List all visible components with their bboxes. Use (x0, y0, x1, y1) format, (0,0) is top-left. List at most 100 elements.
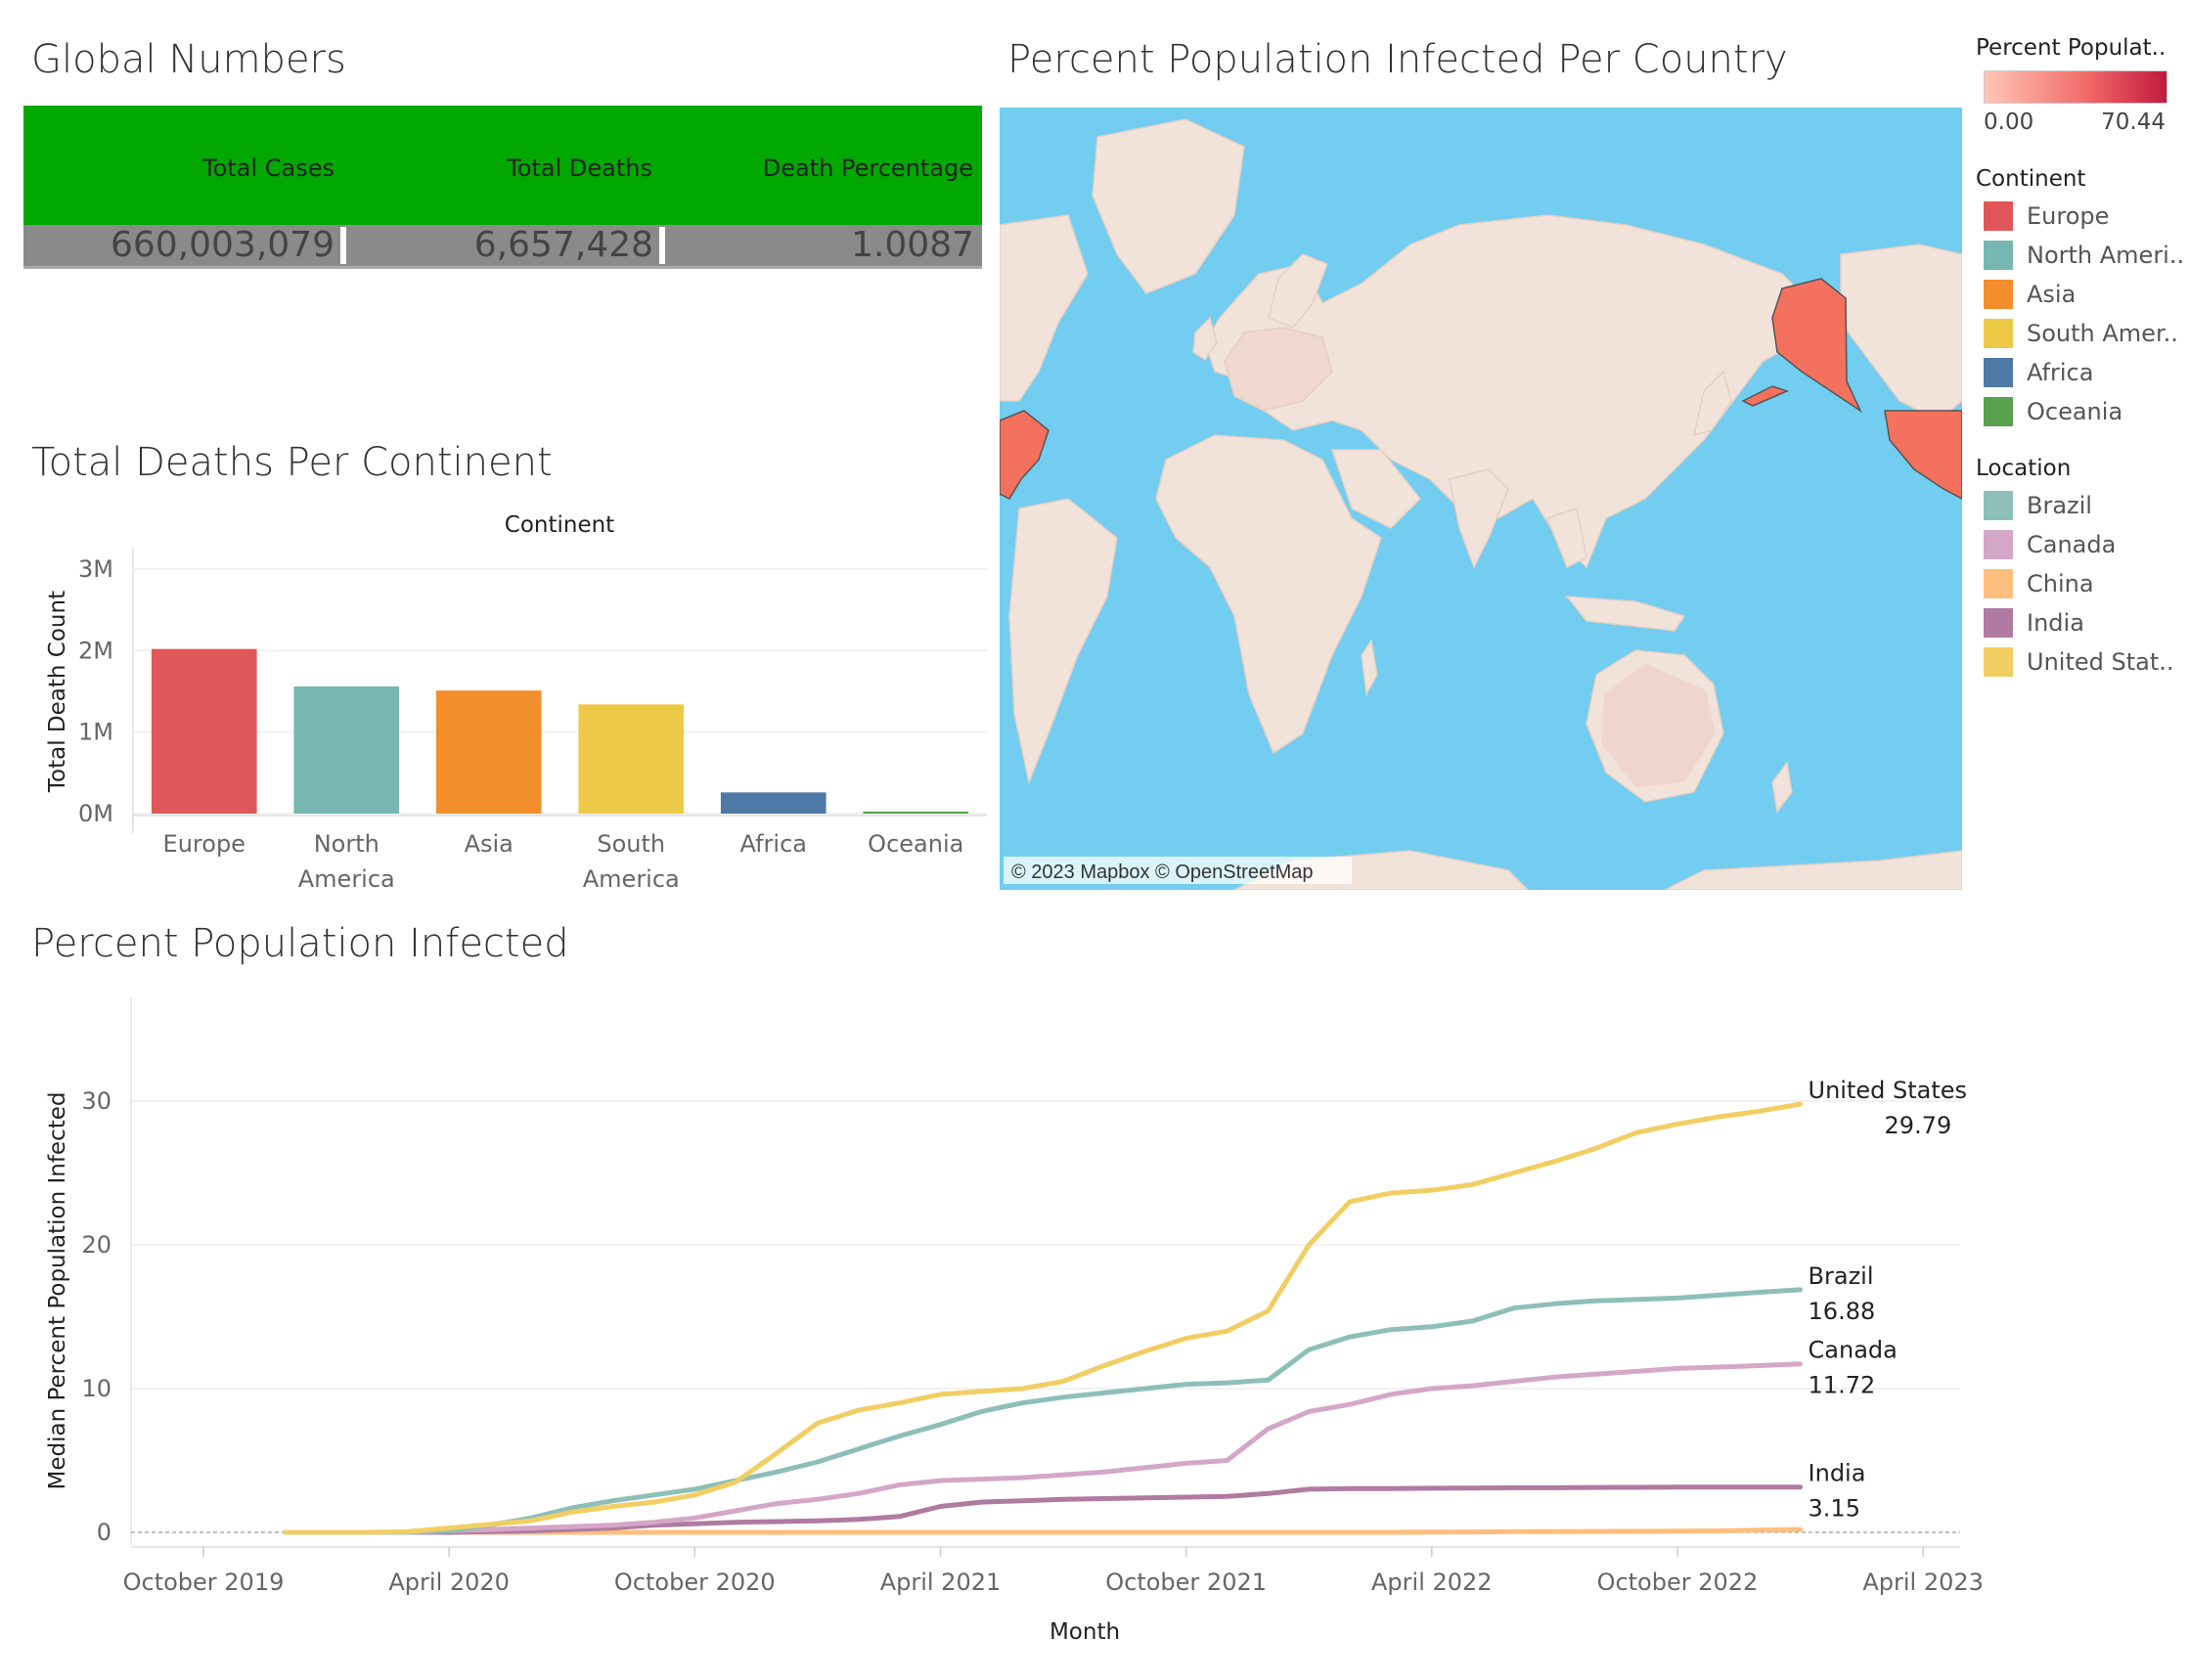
line-x-tick: October 2020 (614, 1569, 776, 1596)
greenland-shape[interactable] (1092, 118, 1245, 294)
eurasia-shape[interactable] (1204, 214, 1812, 569)
gradient-max-label: 70.44 (2101, 110, 2166, 135)
series-value-label: 16.88 (1809, 1298, 1876, 1325)
continent-legend-item[interactable]: Oceania (1984, 397, 2122, 426)
total-cases-header: Total Cases (202, 155, 335, 182)
bar[interactable] (863, 811, 969, 814)
bar-y-tick: 0M (78, 800, 113, 827)
infection-line-chart: 0 10 20 30 October 2019 April 2020 October 202… (45, 997, 1984, 1645)
legend-swatch (1984, 280, 2013, 309)
bar-y-axis-label: Total Death Count (45, 591, 70, 793)
kpi-bottom-rule (23, 266, 982, 269)
legend-swatch (1984, 647, 2013, 677)
location-legend-item[interactable]: United Stat.. (1984, 647, 2174, 677)
total-deaths-value: 6,657,428 (473, 225, 653, 265)
world-map[interactable]: © 2023 Mapbox © OpenStreetMap (1000, 108, 1962, 890)
line-x-tick: October 2022 (1597, 1569, 1759, 1596)
map-attribution[interactable]: © 2023 Mapbox © OpenStreetMap (1011, 862, 1314, 883)
bar-chart-title: Total Deaths Per Continent (31, 440, 553, 485)
alaska-shape[interactable] (1771, 278, 1862, 414)
line-x-tick: April 2023 (1862, 1569, 1984, 1596)
series-name-label: Canada (1809, 1337, 1898, 1364)
southeast-asia-shape[interactable] (1546, 508, 1686, 632)
line-x-tick: April 2022 (1371, 1569, 1493, 1596)
bar[interactable] (578, 704, 685, 814)
india-shape[interactable] (1449, 468, 1509, 569)
bar[interactable] (720, 792, 826, 814)
bar[interactable] (151, 648, 257, 814)
kpi-separator (659, 227, 665, 264)
line-y-axis-label: Median Percent Population Infected (45, 1092, 70, 1490)
bar[interactable] (293, 686, 400, 814)
scandinavia-shape[interactable] (1268, 253, 1328, 329)
bar-chart-header: Continent (505, 512, 614, 538)
new-zealand-shape[interactable] (1771, 761, 1793, 814)
series-line-brazil[interactable] (283, 1287, 1803, 1535)
continent-legend-item[interactable]: Europe (1984, 201, 2109, 231)
bar-y-tick: 3M (78, 555, 113, 583)
kpi-header-band (23, 106, 982, 225)
legend-label: South Amer.. (2027, 320, 2178, 347)
kpi-values-band (23, 225, 982, 266)
bar[interactable] (435, 690, 542, 814)
legend-label: Canada (2027, 531, 2117, 558)
legend-label: Brazil (2027, 492, 2092, 519)
legend-panel: Percent Populat.. 0.00 70.44 Continent E… (1974, 35, 2184, 681)
line-chart-title: Percent Population Infected (31, 921, 569, 966)
bar-category-label: South (597, 830, 665, 858)
total-cases-value: 660,003,079 (110, 225, 335, 265)
line-y-tick: 10 (81, 1375, 112, 1402)
series-line-india[interactable] (283, 1484, 1803, 1535)
bar-y-tick: 1M (78, 719, 113, 746)
europe-shape[interactable] (1224, 327, 1333, 412)
legend-swatch (1984, 491, 2013, 520)
gradient-legend-title: Percent Populat.. (1976, 35, 2167, 61)
deaths-bar-chart: Continent 0M 1M 2M 3M Total Death Count Europe… (45, 512, 987, 893)
legend-swatch (1984, 608, 2013, 638)
arabia-shape[interactable] (1330, 449, 1422, 529)
africa-shape[interactable] (1155, 434, 1382, 755)
location-legend-item[interactable]: Canada (1984, 530, 2116, 559)
line-x-tick: April 2020 (388, 1569, 510, 1596)
line-x-tick: October 2019 (123, 1569, 285, 1596)
north-america-west-shape[interactable] (1000, 214, 1089, 402)
madagascar-shape[interactable] (1361, 639, 1378, 697)
global-numbers-title: Global Numbers (31, 37, 346, 82)
united-states-west-shape[interactable] (1884, 410, 1962, 500)
bar-category-label: Africa (740, 830, 807, 858)
location-legend-item[interactable]: China (1984, 569, 2094, 598)
legend-label: India (2027, 609, 2084, 637)
series-name-label: Brazil (1809, 1262, 1874, 1290)
series-line-united-states[interactable] (283, 1101, 1803, 1535)
series-value-label: 3.15 (1809, 1495, 1860, 1523)
continent-legend-item[interactable]: Africa (1984, 358, 2093, 387)
legend-label: Oceania (2027, 398, 2123, 425)
line-x-axis-label: Month (1050, 1619, 1120, 1645)
continent-legend-item[interactable]: South Amer.. (1984, 319, 2178, 348)
location-legend-item[interactable]: India (1984, 608, 2084, 638)
legend-swatch (1984, 358, 2013, 387)
bar-category-label: Oceania (868, 830, 963, 858)
legend-label: Africa (2027, 359, 2094, 386)
continent-legend-item[interactable]: North Ameri.. (1984, 241, 2184, 270)
australia-tint (1601, 663, 1716, 787)
bar-y-tick: 2M (78, 637, 113, 664)
japan-shape[interactable] (1692, 370, 1732, 437)
continent-legend-title: Continent (1976, 166, 2086, 192)
location-legend-item[interactable]: Brazil (1984, 491, 2092, 520)
map-title: Percent Population Infected Per Country (1007, 37, 1788, 82)
united-states-east-shape[interactable] (1000, 410, 1050, 500)
continent-legend-item[interactable]: Asia (1984, 280, 2076, 309)
location-legend-title: Location (1976, 456, 2072, 481)
legend-label: North Ameri.. (2027, 242, 2185, 269)
line-x-tick: October 2021 (1105, 1569, 1267, 1596)
bar-category-label: North (314, 830, 380, 858)
legend-swatch (1984, 569, 2013, 598)
legend-label: Europe (2027, 202, 2110, 230)
alaska-aleutians-shape[interactable] (1741, 385, 1790, 407)
series-line-canada[interactable] (283, 1361, 1803, 1535)
bar-category-label: America (583, 865, 680, 893)
south-america-shape[interactable] (1008, 498, 1118, 785)
british-isles-shape[interactable] (1192, 316, 1218, 362)
death-percentage-value: 1.0087 (851, 225, 974, 265)
